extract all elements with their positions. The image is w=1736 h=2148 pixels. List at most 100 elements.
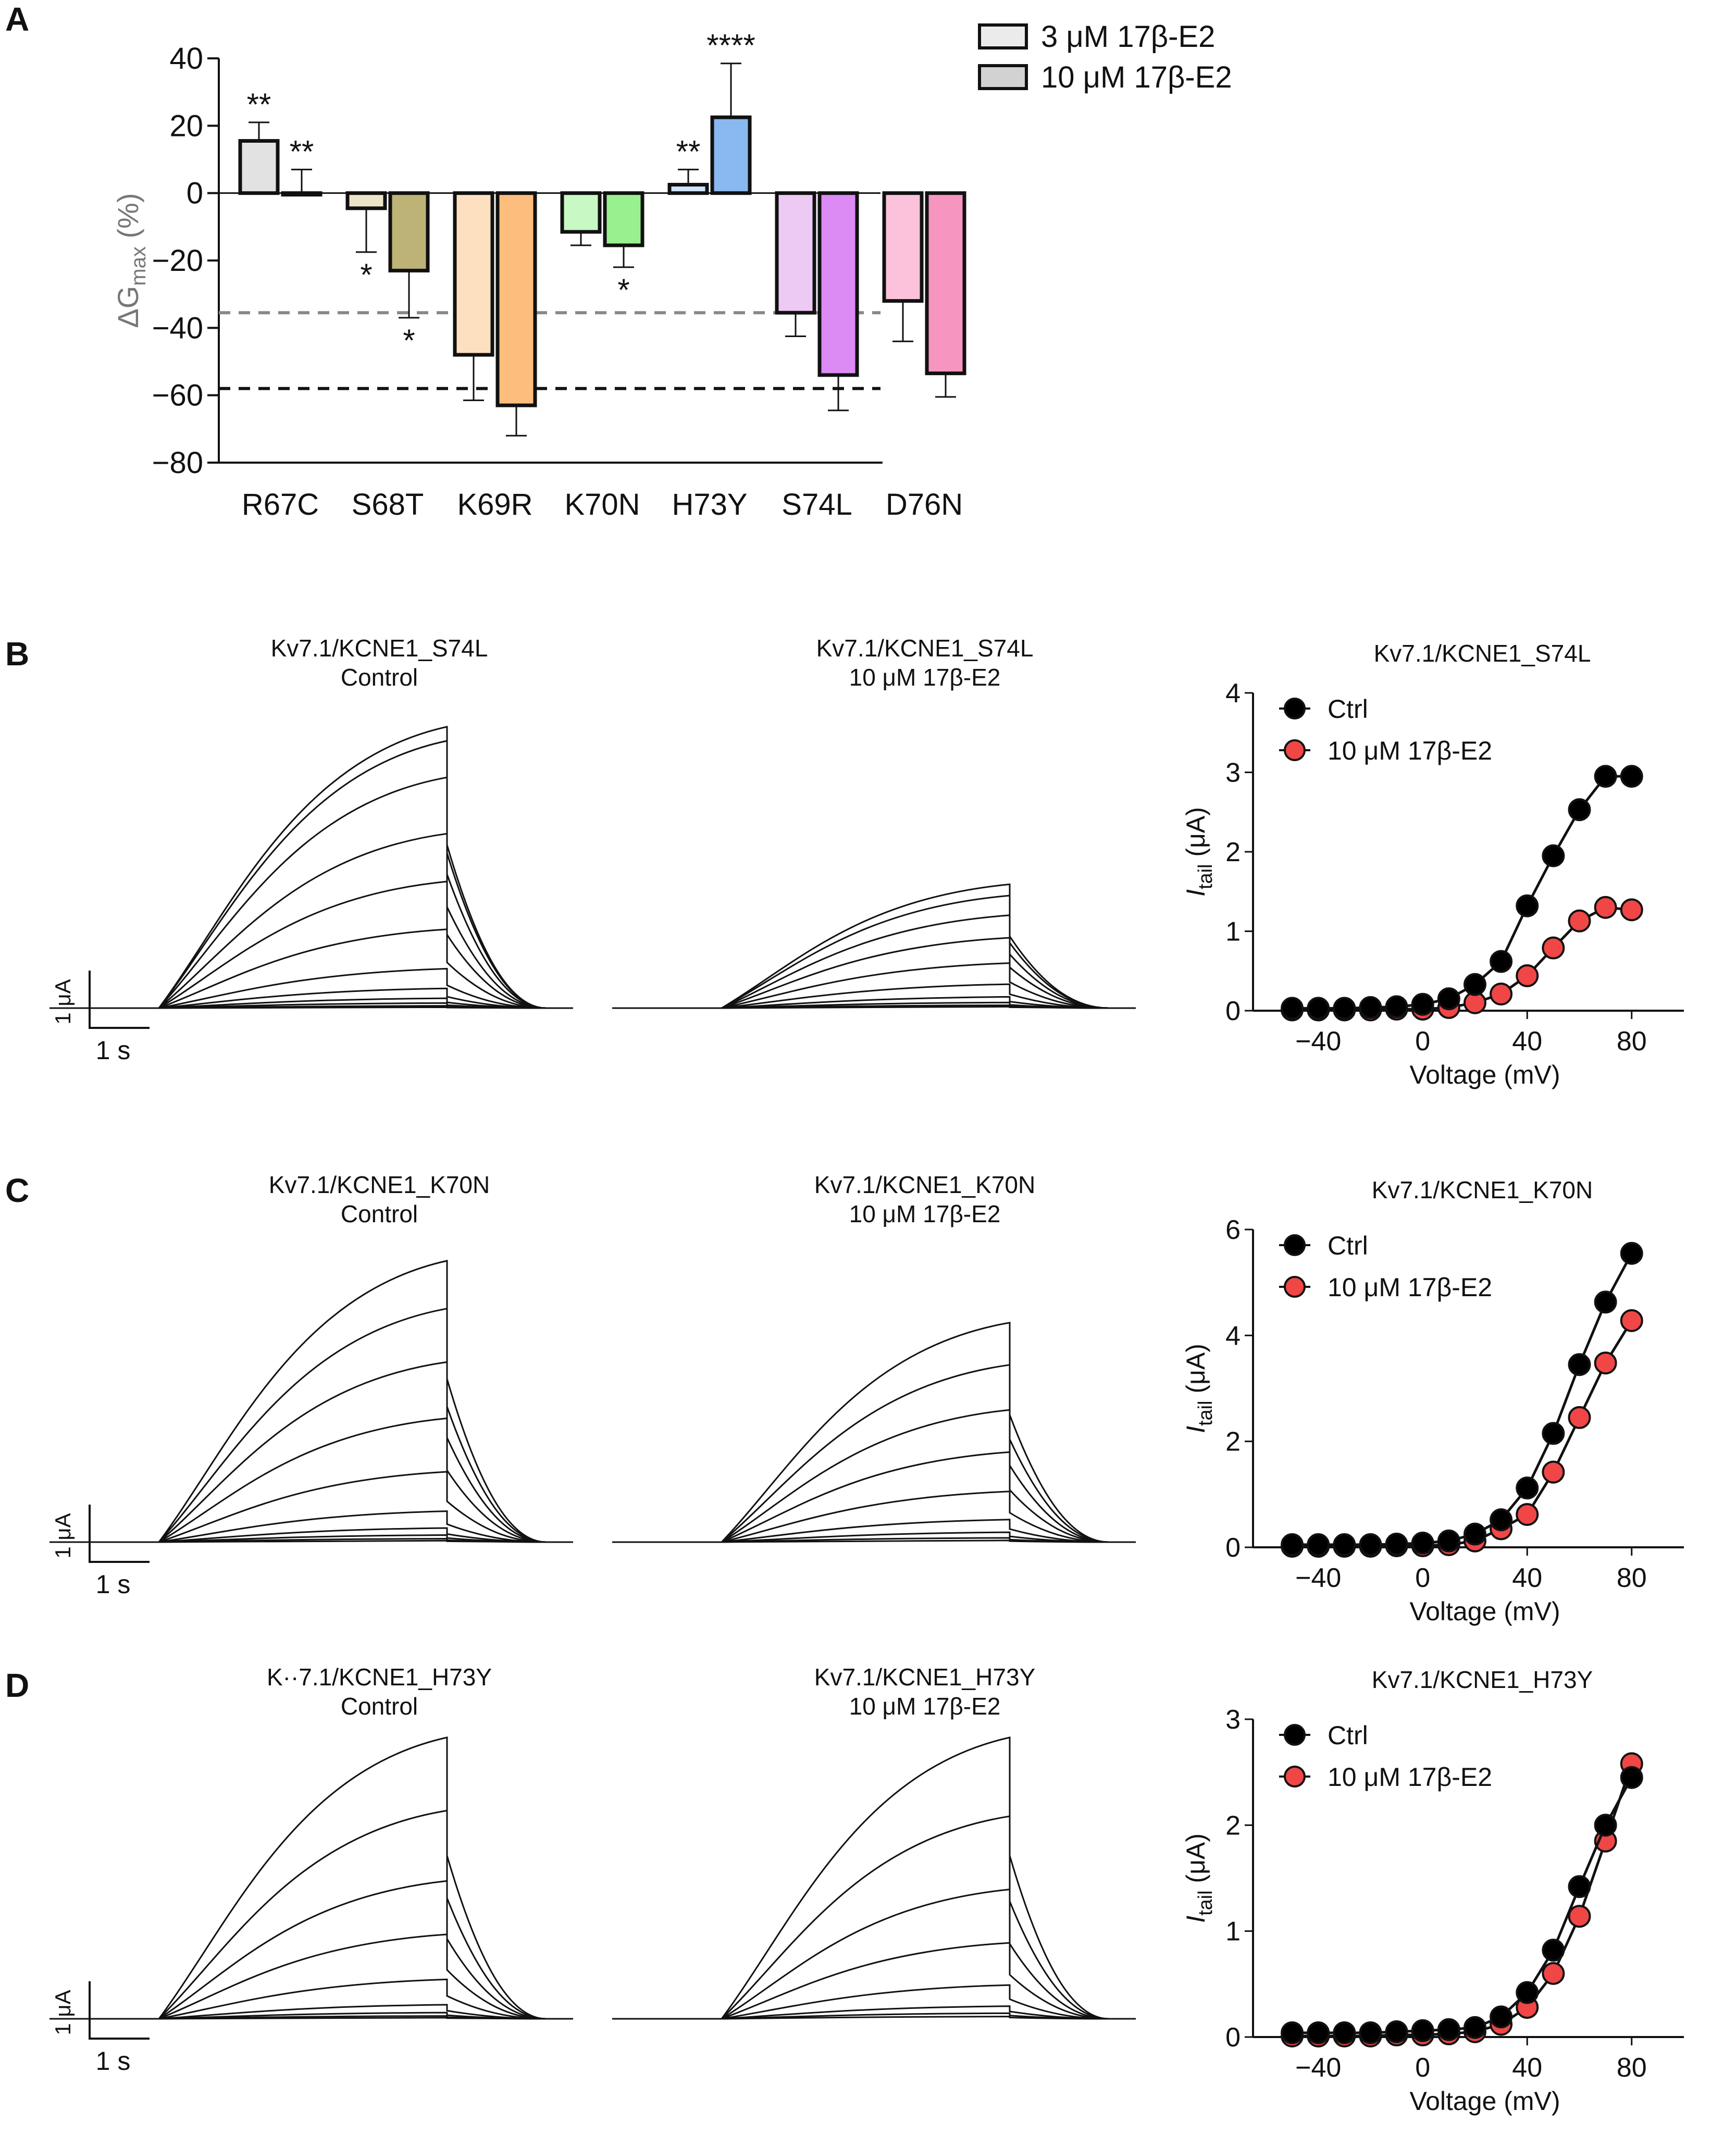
data-point-e2	[1516, 1503, 1539, 1526]
trace-family	[49, 1260, 573, 1543]
data-point-ctrl	[1463, 1522, 1486, 1546]
legend-marker	[1284, 698, 1306, 719]
y-tick-label: −60	[152, 379, 203, 413]
current-trace	[158, 1539, 573, 1543]
legend-marker	[1284, 1724, 1306, 1746]
significance-marker: ****	[706, 28, 755, 63]
current-trace	[721, 962, 1136, 1009]
x-category-label: S68T	[352, 488, 424, 522]
data-point-e2	[1542, 1962, 1565, 1985]
current-trace	[158, 1471, 573, 1543]
trace-title: Kv7.1/KCNE1_H73Y	[814, 1663, 1035, 1691]
legend-label: 10 μM 17β-E2	[1328, 1762, 1492, 1792]
current-trace	[158, 1361, 573, 1543]
current-trace	[158, 967, 573, 1009]
x-tick-label: −40	[1295, 1026, 1341, 1057]
y-tick-label: −20	[152, 244, 203, 278]
data-point-ctrl	[1463, 973, 1486, 996]
bar-high-dose	[495, 191, 537, 407]
current-trace	[721, 2016, 1136, 2020]
bar-high-dose	[281, 191, 323, 197]
legend-label: 10 μM 17β-E2	[1328, 736, 1492, 765]
current-trace	[721, 1409, 1136, 1543]
legend-swatch	[978, 64, 1028, 90]
x-category-label: S74L	[782, 488, 852, 522]
scale-bar-current-label: 1 μA	[51, 1990, 75, 2035]
x-category-label: H73Y	[672, 488, 747, 522]
scale-bar	[89, 971, 150, 1029]
trace-title: Kv7.1/KCNE1_S74L	[816, 635, 1034, 662]
scale-bar-current-label: 1 μA	[51, 1513, 75, 1558]
legend-marker	[1284, 1234, 1306, 1256]
significance-marker: *	[403, 323, 415, 358]
scale-bar	[89, 1505, 150, 1563]
x-tick-label: 40	[1512, 1563, 1542, 1593]
y-tick-label: −80	[152, 446, 203, 480]
data-point-ctrl	[1568, 1353, 1591, 1376]
data-point-ctrl	[1333, 2021, 1356, 2044]
trace-subtitle: 10 μM 17β-E2	[849, 664, 1001, 691]
data-point-ctrl	[1359, 1533, 1382, 1556]
y-tick-label: 4	[1225, 678, 1241, 709]
bar-low-dose	[667, 183, 709, 195]
data-point-e2	[1620, 1309, 1643, 1332]
data-point-ctrl	[1333, 1533, 1356, 1556]
data-point-e2	[1542, 936, 1565, 960]
trace-subtitle: Control	[341, 1693, 418, 1720]
bar-low-dose	[238, 139, 280, 195]
data-point-e2	[1516, 964, 1539, 987]
significance-marker: **	[247, 87, 271, 122]
current-trace	[158, 740, 573, 1009]
trace-subtitle: 10 μM 17β-E2	[849, 1693, 1001, 1720]
data-point-ctrl	[1594, 1290, 1617, 1314]
current-trace	[158, 1880, 573, 2020]
data-point-ctrl	[1437, 1529, 1460, 1553]
trace-subtitle: 10 μM 17β-E2	[849, 1200, 1001, 1227]
current-trace	[158, 1510, 573, 1543]
current-trace	[721, 1736, 1136, 2020]
current-trace	[721, 883, 1136, 1009]
data-point-ctrl	[1490, 1508, 1513, 1532]
iv-chart-title: Kv7.1/KCNE1_H73Y	[1372, 1666, 1593, 1693]
trace-family	[612, 883, 1136, 1009]
y-axis-label: ΔGmax (%)	[111, 193, 150, 328]
data-point-ctrl	[1437, 987, 1460, 1011]
y-tick-label: 1	[1225, 917, 1241, 947]
x-category-label: D76N	[886, 488, 963, 522]
data-point-ctrl	[1516, 1476, 1539, 1500]
data-point-ctrl	[1620, 1766, 1643, 1789]
current-trace	[158, 1736, 573, 2020]
x-tick-label: 40	[1512, 2053, 1542, 2083]
data-point-ctrl	[1463, 2016, 1486, 2039]
data-point-ctrl	[1437, 2018, 1460, 2041]
data-point-ctrl	[1490, 2005, 1513, 2029]
data-point-ctrl	[1359, 2021, 1382, 2044]
scale-bar-time-label: 1 s	[96, 2046, 131, 2076]
x-category-label: R67C	[242, 488, 319, 522]
data-point-ctrl	[1594, 1814, 1617, 1837]
data-point-ctrl	[1385, 1532, 1408, 1556]
data-point-e2	[1568, 909, 1591, 933]
current-trace	[158, 1978, 573, 2020]
iv-chart: Kv7.1/KCNE1_H73Y 0 1 2 3 −40 0 40 80 Voltage (mV)…	[1181, 1666, 1684, 2116]
data-point-ctrl	[1307, 2021, 1330, 2044]
current-trace	[158, 1006, 573, 1009]
current-trace	[721, 1942, 1136, 2020]
series-line	[1292, 1763, 1633, 2038]
data-point-ctrl	[1411, 1531, 1434, 1555]
bar-high-dose	[710, 115, 752, 195]
x-category-label: K69R	[457, 488, 532, 522]
y-tick-label: 0	[1225, 996, 1241, 1026]
data-point-e2	[1542, 1460, 1565, 1484]
data-point-ctrl	[1359, 996, 1382, 1019]
legend-marker	[1284, 739, 1306, 761]
scale-bar-current-label: 1 μA	[51, 979, 75, 1024]
current-trace	[158, 776, 573, 1009]
data-point-ctrl	[1516, 894, 1539, 917]
panel-letter-b: B	[5, 635, 30, 673]
data-point-e2	[1620, 898, 1643, 922]
current-trace	[721, 1519, 1136, 1543]
